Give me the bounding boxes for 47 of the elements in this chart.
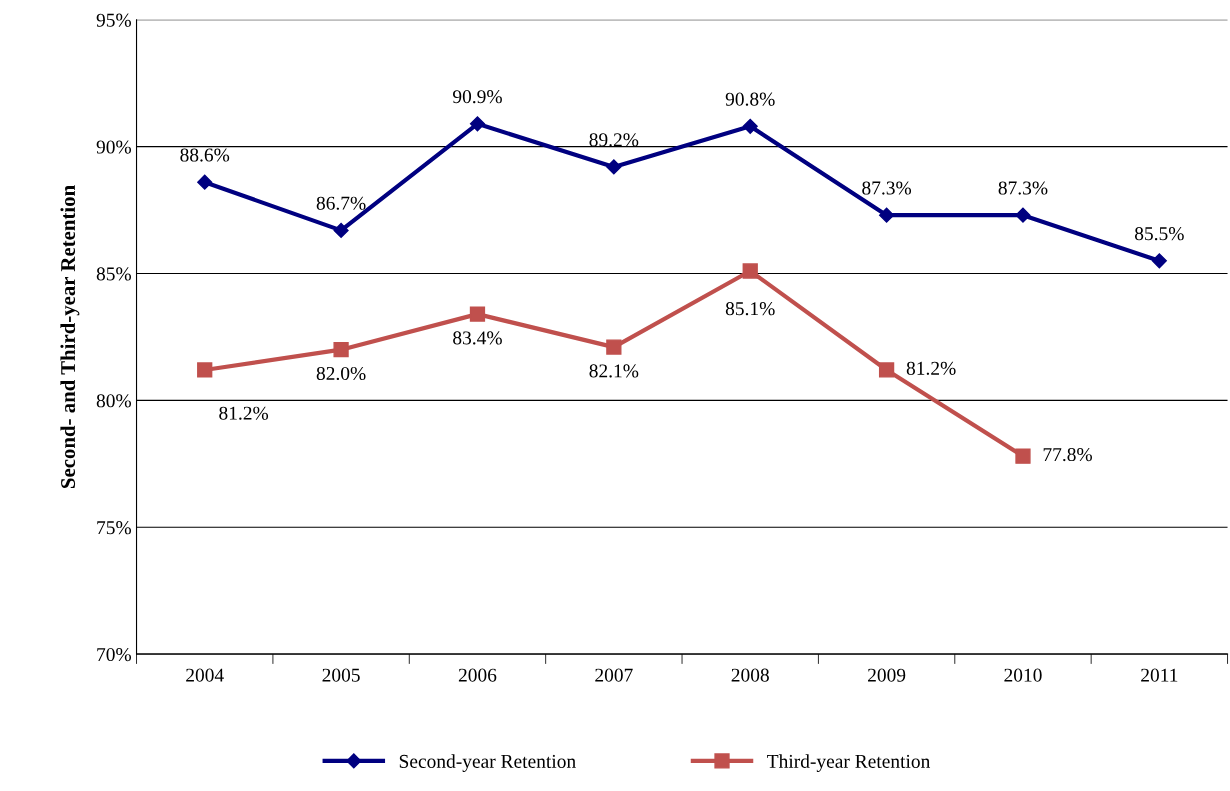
y-tick-label: 75%: [97, 521, 132, 535]
y-tick-label: 95%: [96, 13, 132, 27]
point: [1015, 207, 1031, 223]
data-label: 85.5%: [1134, 227, 1184, 241]
point: [1015, 448, 1031, 464]
point: [879, 207, 895, 223]
y-tick-label: 85%: [96, 267, 132, 281]
point: [333, 342, 349, 358]
data-label: 81.2%: [219, 406, 269, 420]
x-tick-label: 2007: [595, 668, 633, 682]
x-tick-label: 2011: [1141, 668, 1178, 682]
point: [606, 159, 622, 175]
x-tick-label: 2008: [731, 668, 769, 682]
point: [469, 306, 486, 322]
legend-label: Second-year Retention: [399, 754, 576, 772]
data-label: 89.2%: [589, 133, 639, 147]
data-label: 90.9%: [452, 90, 502, 104]
x-tick-label: 2005: [322, 668, 360, 682]
point: [1151, 253, 1167, 269]
legend-label: Third-year Retention: [767, 754, 931, 772]
data-label: 81.2%: [906, 361, 956, 375]
data-label: 90.8%: [725, 92, 775, 106]
point: [742, 263, 758, 279]
point: [197, 362, 213, 378]
y-tick-label: 70%: [97, 647, 132, 662]
point: [333, 222, 349, 238]
data-label: 77.8%: [1043, 447, 1092, 462]
data-label: 83.4%: [453, 331, 502, 345]
point: [742, 118, 758, 134]
point: [878, 362, 895, 378]
data-label: 87.3%: [862, 181, 912, 195]
x-tick-label: 2010: [1004, 668, 1042, 682]
data-label: 87.3%: [998, 181, 1048, 195]
y-axis-title: Second- and Third-year Retention: [60, 185, 80, 488]
data-label: 85.1%: [725, 302, 775, 316]
point: [469, 116, 486, 132]
x-tick-label: 2006: [458, 668, 497, 682]
y-tick-label: 80%: [96, 394, 132, 408]
data-label: 82.1%: [589, 364, 639, 378]
data-label: 82.0%: [316, 366, 366, 381]
point: [197, 174, 213, 190]
x-tick-label: 2004: [186, 668, 224, 682]
data-label: 86.7%: [316, 196, 366, 210]
data-label: 88.6%: [180, 148, 230, 162]
point: [606, 339, 622, 355]
x-tick-label: 2009: [868, 668, 906, 682]
y-tick-label: 90%: [96, 140, 132, 154]
